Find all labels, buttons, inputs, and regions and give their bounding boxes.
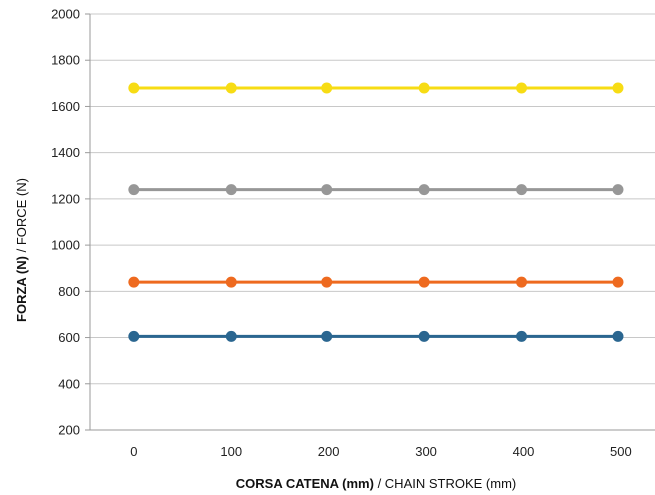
y-tick-label: 1600 — [51, 99, 80, 114]
data-point — [516, 330, 528, 342]
data-point — [225, 330, 237, 342]
y-axis-ticks: 200 400 600 800 1000 1200 1400 1600 1800 2000 — [51, 7, 90, 438]
y-tick-label: 1400 — [51, 145, 80, 160]
y-tick-label: 2000 — [51, 7, 80, 22]
data-point — [612, 276, 624, 288]
x-tick-label: 0 — [130, 444, 137, 459]
y-tick-label: 200 — [58, 423, 80, 438]
data-point — [516, 82, 528, 94]
data-point — [516, 184, 528, 196]
series-group — [128, 82, 624, 342]
y-tick-label: 1200 — [51, 191, 80, 206]
series-3 — [128, 276, 624, 288]
data-point — [321, 276, 333, 288]
data-point — [225, 82, 237, 94]
data-point — [128, 276, 140, 288]
data-point — [516, 276, 528, 288]
series-4 — [128, 330, 624, 342]
y-tick-label: 1000 — [51, 238, 80, 253]
data-point — [321, 184, 333, 196]
x-tick-label: 100 — [220, 444, 242, 459]
x-tick-label: 400 — [513, 444, 535, 459]
x-axis-ticks: 0 100 200 300 400 500 — [130, 444, 632, 459]
y-tick-label: 600 — [58, 330, 80, 345]
x-tick-label: 300 — [415, 444, 437, 459]
data-point — [418, 276, 430, 288]
data-point — [225, 276, 237, 288]
data-point — [418, 184, 430, 196]
data-point — [128, 330, 140, 342]
y-tick-label: 1800 — [51, 53, 80, 68]
data-point — [128, 82, 140, 94]
x-tick-label: 500 — [610, 444, 632, 459]
y-axis-label: FORZA (N) / FORCE (N) — [14, 178, 29, 322]
x-tick-label: 200 — [318, 444, 340, 459]
data-point — [128, 184, 140, 196]
y-tick-label: 400 — [58, 376, 80, 391]
data-point — [321, 82, 333, 94]
data-point — [612, 330, 624, 342]
data-point — [418, 82, 430, 94]
data-point — [418, 330, 430, 342]
y-tick-label: 800 — [58, 284, 80, 299]
series-1 — [128, 82, 624, 94]
series-2 — [128, 184, 624, 196]
data-point — [612, 184, 624, 196]
data-point — [612, 82, 624, 94]
data-point — [321, 330, 333, 342]
data-point — [225, 184, 237, 196]
gridlines — [90, 13, 655, 385]
x-axis-label: CORSA CATENA (mm) / CHAIN STROKE (mm) — [236, 476, 516, 491]
